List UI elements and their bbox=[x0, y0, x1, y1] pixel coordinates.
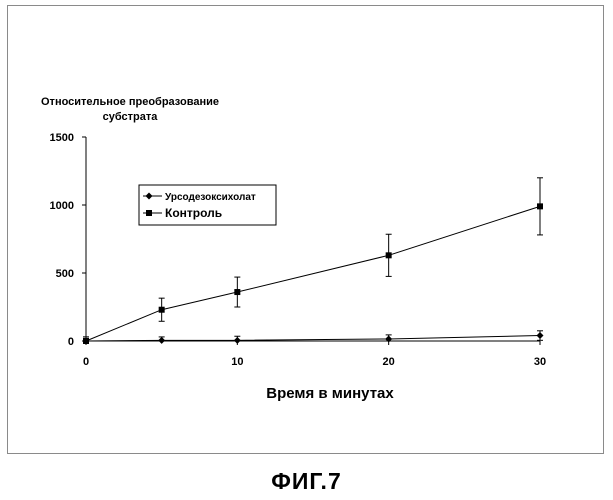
legend-label: Урсодезоксихолат bbox=[165, 192, 256, 203]
legend: Урсодезоксихолат Контроль bbox=[139, 185, 276, 225]
x-tick-label: 10 bbox=[231, 356, 243, 368]
data-point-square bbox=[234, 289, 240, 295]
x-tick-label: 20 bbox=[383, 356, 395, 368]
x-tick-label: 0 bbox=[83, 356, 89, 368]
y-tick-label: 500 bbox=[56, 268, 74, 280]
data-point-square bbox=[537, 203, 543, 209]
data-point-diamond bbox=[537, 332, 544, 339]
y-tick-label: 1000 bbox=[50, 200, 74, 212]
data-point-square bbox=[83, 338, 89, 344]
series-1 bbox=[83, 331, 544, 345]
x-axis-label: Время в минутах bbox=[200, 385, 460, 402]
legend-label: Контроль bbox=[165, 206, 222, 220]
data-point-diamond bbox=[158, 337, 165, 344]
series-line bbox=[86, 206, 540, 341]
data-point-square bbox=[159, 307, 165, 313]
data-point-square bbox=[386, 252, 392, 258]
data-point-square bbox=[146, 210, 152, 216]
series-line bbox=[86, 336, 540, 341]
y-tick-label: 0 bbox=[68, 336, 74, 348]
data-point-diamond bbox=[234, 337, 241, 344]
figure-caption: ФИГ.7 bbox=[0, 468, 613, 495]
x-tick-label: 30 bbox=[534, 356, 546, 368]
y-tick-label: 1500 bbox=[50, 132, 74, 144]
